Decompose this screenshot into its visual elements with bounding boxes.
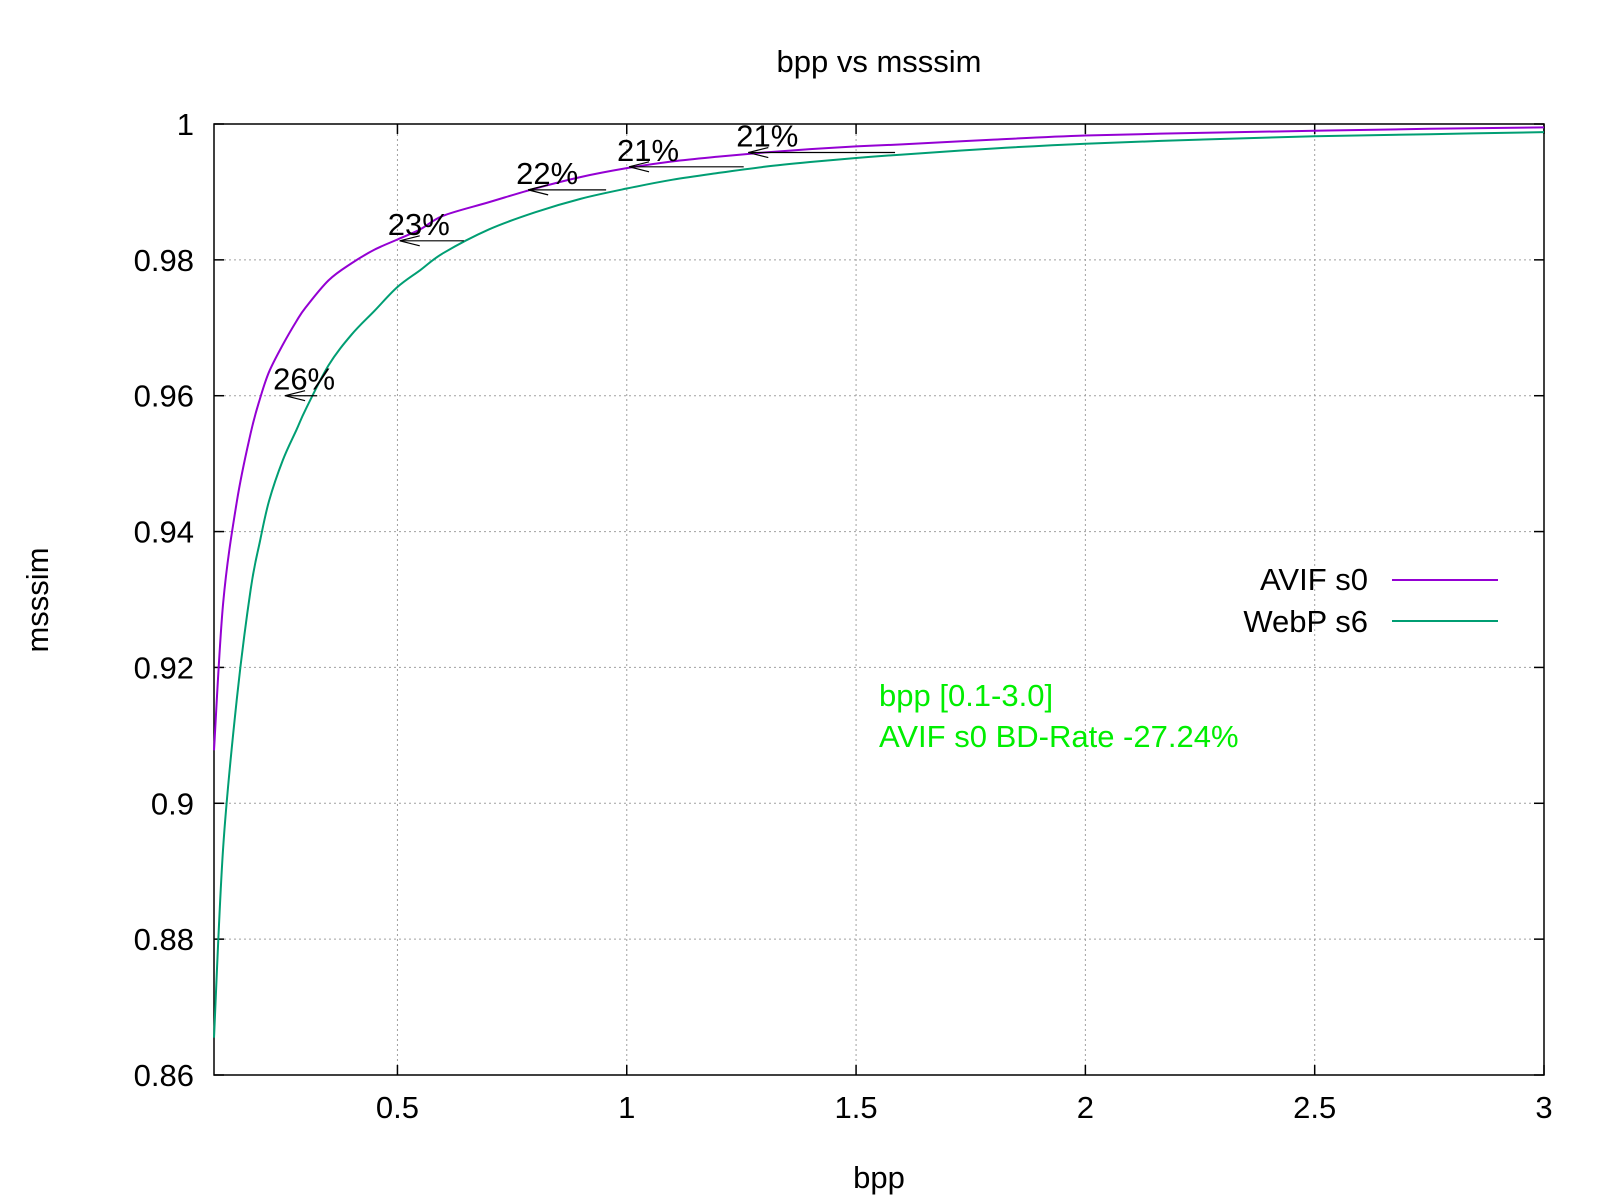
bd-rate-notes: bpp [0.1-3.0] AVIF s0 BD-Rate -27.24% — [879, 678, 1239, 754]
y-tick-label: 0.88 — [134, 922, 194, 957]
y-tick-label: 0.86 — [134, 1058, 194, 1093]
y-tick-label: 0.9 — [151, 786, 194, 821]
y-tick-label: 1 — [177, 107, 194, 142]
annotation-arrowhead — [284, 390, 306, 402]
chart-title: bpp vs msssim — [777, 44, 982, 79]
legend-label-avif: AVIF s0 — [1260, 562, 1368, 597]
y-axis-title: msssim — [20, 547, 55, 652]
annotation-arrowhead — [528, 184, 549, 196]
x-tick-label: 2.5 — [1293, 1090, 1336, 1125]
x-tick-label: 3 — [1535, 1090, 1552, 1125]
note-bpp-range: bpp [0.1-3.0] — [879, 678, 1053, 713]
x-tick-label: 2 — [1077, 1090, 1094, 1125]
annotation-label: 23% — [388, 207, 450, 242]
grid-lines — [214, 124, 1544, 1075]
annotation-arrowhead — [399, 235, 420, 247]
series-line-webp — [213, 131, 1545, 1038]
annotation-arrowhead — [748, 146, 769, 159]
axis-ticks: 0.86 0.88 0.9 0.92 0.94 0.96 0.98 1 0.5 1 1.5 2 2.5 3 — [134, 107, 1553, 1125]
series-layer — [213, 126, 1545, 1038]
annotation-label: 26% — [273, 362, 335, 397]
annotation-arrowhead — [628, 161, 650, 173]
y-tick-label: 0.92 — [134, 650, 194, 685]
y-tick-label: 0.98 — [134, 243, 194, 278]
legend-label-webp: WebP s6 — [1243, 604, 1368, 639]
x-tick-label: 1.5 — [835, 1090, 878, 1125]
annotation-layer: 26% 23% 22% 21% 21% — [273, 119, 896, 402]
x-axis-title: bpp — [853, 1160, 905, 1195]
y-tick-label: 0.96 — [134, 379, 194, 414]
annotation-label: 22% — [516, 156, 578, 191]
note-bd-rate: AVIF s0 BD-Rate -27.24% — [879, 719, 1239, 754]
series-line-avif — [213, 126, 1545, 751]
y-tick-label: 0.94 — [134, 515, 194, 550]
legend: AVIF s0 WebP s6 — [1243, 562, 1498, 639]
x-tick-label: 1 — [618, 1090, 635, 1125]
annotation-label: 21% — [617, 133, 679, 168]
x-tick-label: 0.5 — [376, 1090, 419, 1125]
plot-frame — [213, 123, 1545, 1076]
annotation-label: 21% — [736, 119, 798, 154]
